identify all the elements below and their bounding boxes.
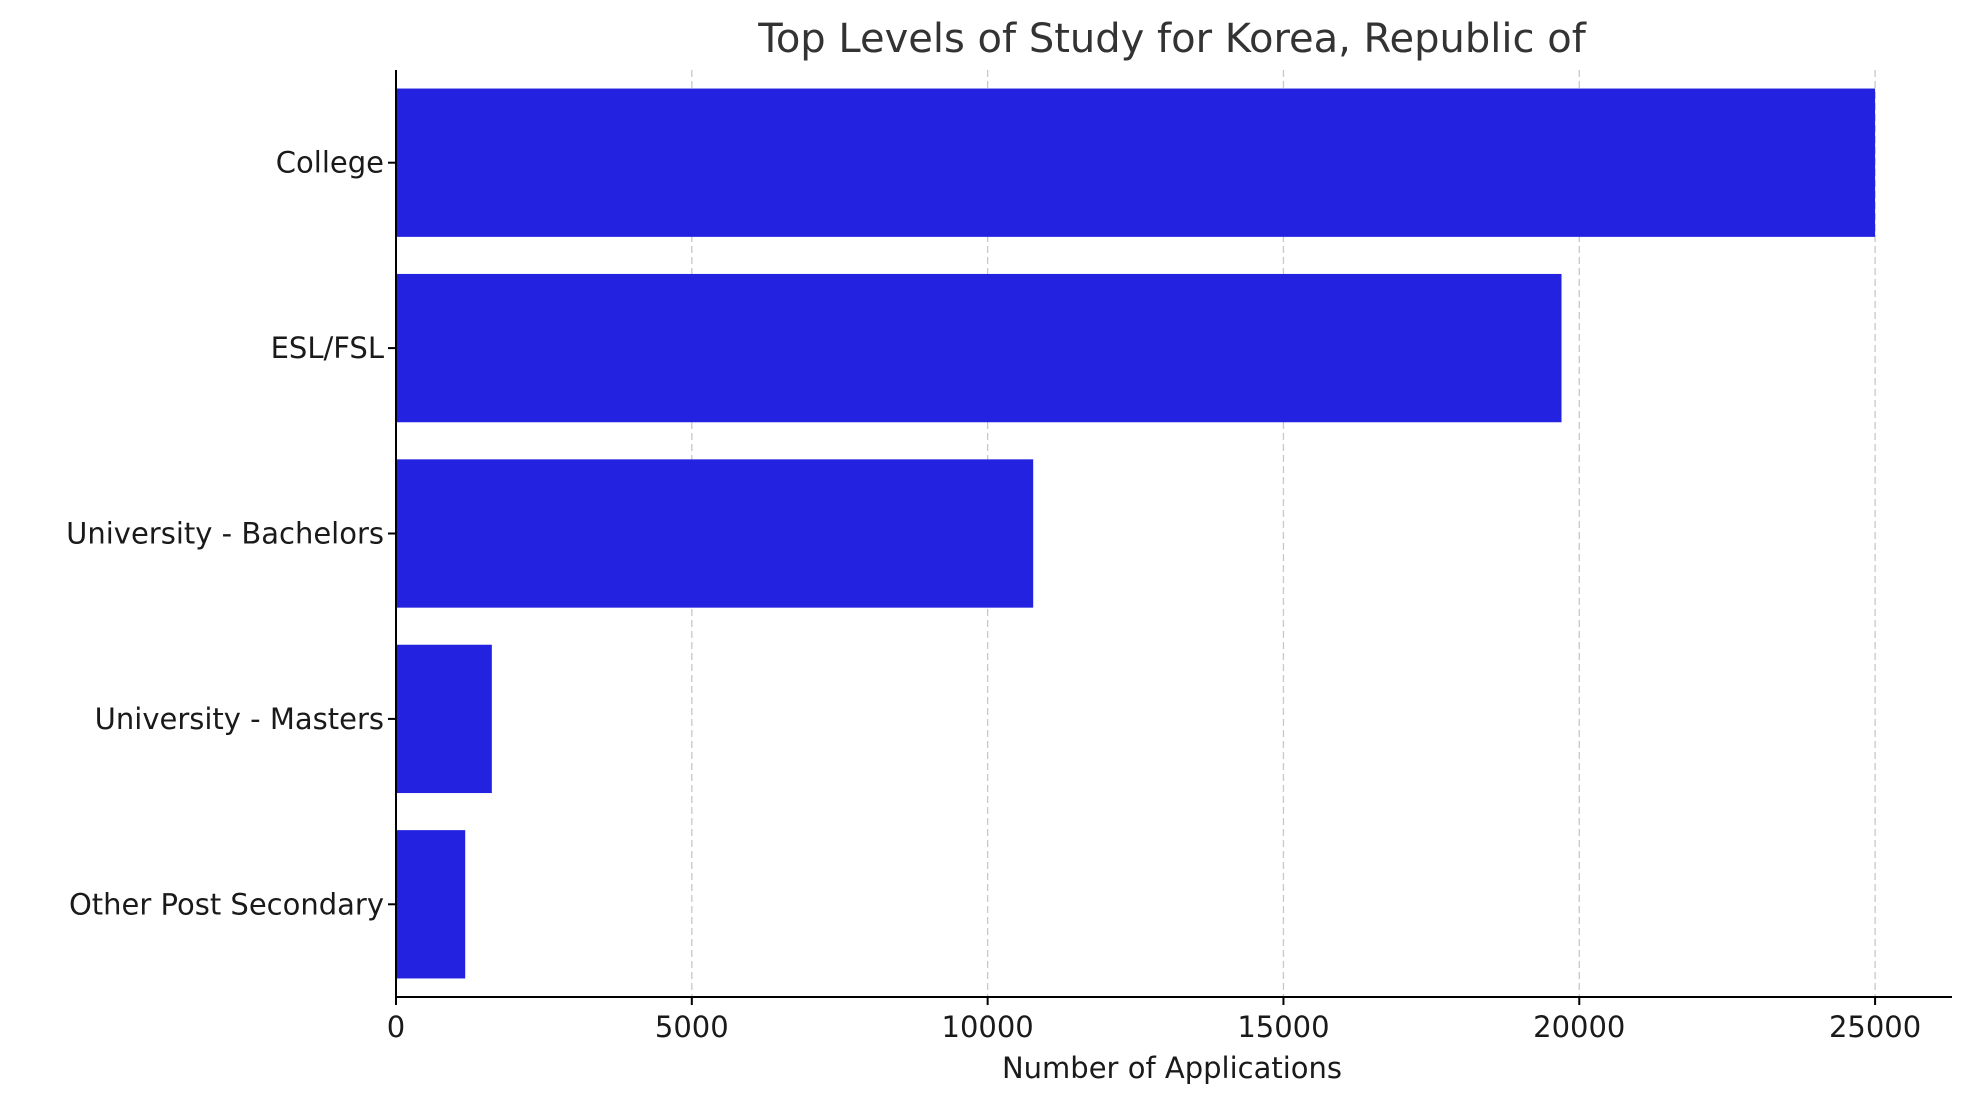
y-tick-label: University - Bachelors <box>66 517 384 551</box>
y-tick-label: College <box>276 146 384 180</box>
x-tick-label: 5000 <box>655 1010 729 1044</box>
bar-college <box>396 88 1876 237</box>
x-tick-label: 15000 <box>1237 1010 1329 1044</box>
bars <box>396 88 1876 979</box>
bar-university-masters <box>396 644 492 794</box>
y-axis-ticks: College ESL/FSL University - Bachelors Univ… <box>66 146 396 921</box>
x-tick-label: 10000 <box>942 1010 1034 1044</box>
bar-esl-fsl <box>396 273 1562 423</box>
y-tick-label: Other Post Secondary <box>69 887 384 921</box>
y-tick-label: University - Masters <box>95 702 384 736</box>
chart-title: Top Levels of Study for Korea, Republic … <box>757 16 1587 62</box>
bar-other-post-secondary <box>396 830 466 979</box>
x-axis-ticks: 0 5000 10000 15000 20000 25000 <box>387 997 1921 1044</box>
x-axis-label: Number of Applications <box>1002 1051 1342 1085</box>
x-tick-label: 20000 <box>1533 1010 1625 1044</box>
y-tick-label: ESL/FSL <box>271 331 384 365</box>
bar-university-bachelors <box>396 459 1034 608</box>
x-tick-label: 0 <box>387 1010 405 1044</box>
x-tick-label: 25000 <box>1829 1010 1921 1044</box>
